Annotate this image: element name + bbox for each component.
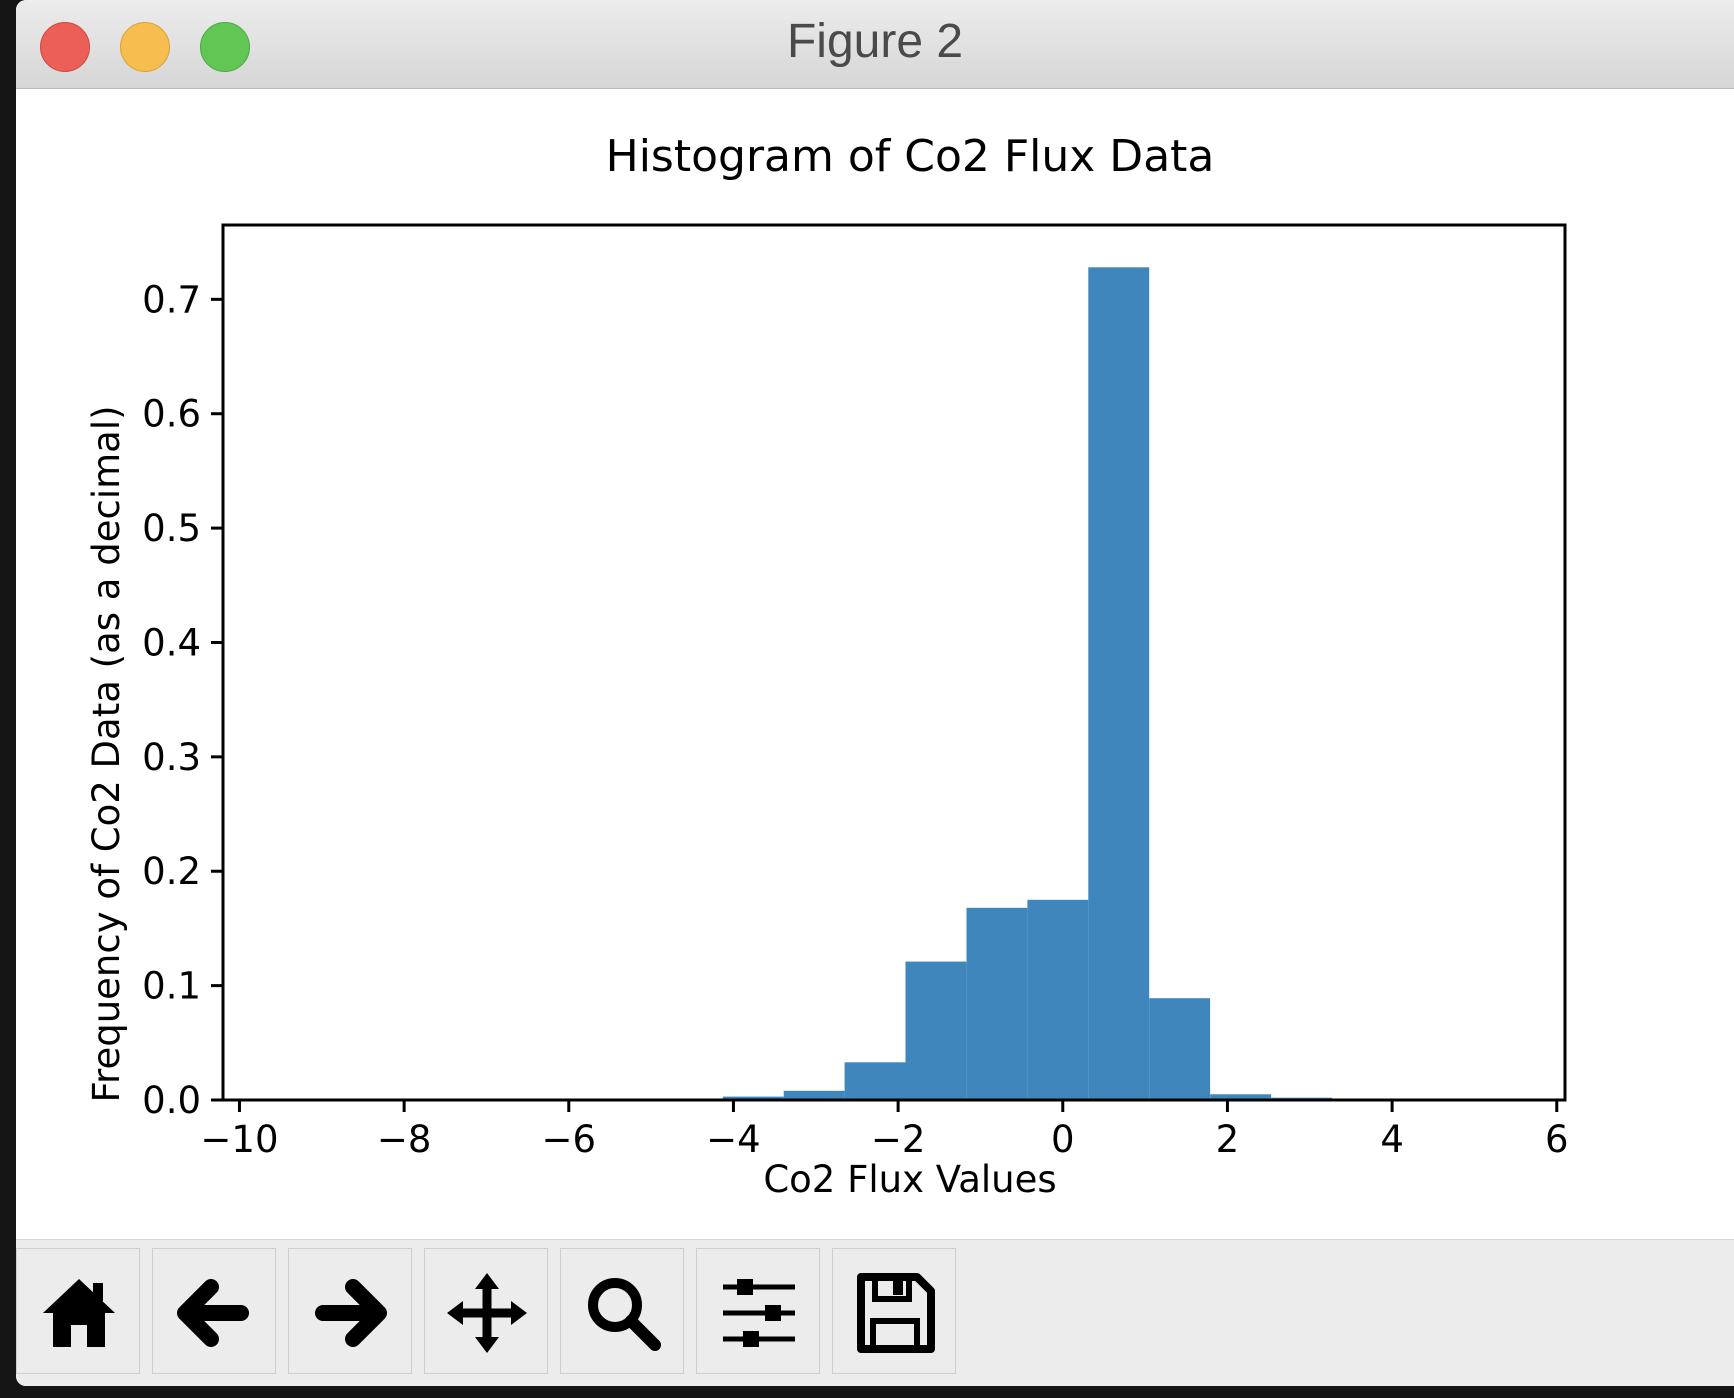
y-tick-label: 0.3 xyxy=(142,736,201,779)
x-tick-label: −2 xyxy=(871,1118,926,1161)
zoom-magnifier-icon xyxy=(588,1278,661,1351)
forward-button[interactable] xyxy=(288,1248,412,1374)
save-button[interactable] xyxy=(832,1248,956,1374)
figure-canvas[interactable]: Histogram of Co2 Flux Data Co2 Flux Valu… xyxy=(16,89,1734,1239)
forward-arrow-icon xyxy=(315,1279,387,1347)
y-tick-label: 0.4 xyxy=(142,621,201,664)
histogram-bar xyxy=(966,907,1028,1100)
configure-subplots-button[interactable] xyxy=(696,1248,820,1374)
home-button[interactable] xyxy=(16,1248,140,1374)
histogram-bar xyxy=(1149,998,1211,1100)
histogram-chart: Histogram of Co2 Flux Data Co2 Flux Valu… xyxy=(85,131,1569,1201)
y-axis-label: Frequency of Co2 Data (as a decimal) xyxy=(85,405,128,1102)
y-tick-label: 0.2 xyxy=(142,850,201,893)
histogram-bar xyxy=(905,961,967,1100)
x-tick-label: −6 xyxy=(542,1118,597,1161)
histogram-bars xyxy=(540,267,1332,1100)
y-tick-label: 0.6 xyxy=(142,393,201,436)
histogram-bar xyxy=(1027,899,1089,1100)
zoom-button[interactable] xyxy=(560,1248,684,1374)
x-tick-label: −10 xyxy=(200,1118,278,1161)
x-tick-label: −8 xyxy=(377,1118,432,1161)
home-icon xyxy=(43,1279,115,1347)
chart-title: Histogram of Co2 Flux Data xyxy=(606,131,1215,182)
figure-window: Figure 2 Histogram of Co2 Flux Data Co2 … xyxy=(16,0,1734,1386)
y-tick-label: 0.1 xyxy=(142,965,201,1008)
minimize-window-button[interactable] xyxy=(120,22,170,72)
x-tick-label: 0 xyxy=(1051,1118,1075,1161)
pan-button[interactable] xyxy=(424,1248,548,1374)
histogram-bar xyxy=(1210,1094,1272,1100)
histogram-bar xyxy=(722,1096,784,1100)
y-tick-label: 0.5 xyxy=(142,507,201,550)
histogram-bar xyxy=(844,1062,906,1100)
close-window-button[interactable] xyxy=(40,22,90,72)
back-button[interactable] xyxy=(152,1248,276,1374)
navigation-toolbar xyxy=(16,1239,1734,1386)
x-tick-label: 4 xyxy=(1380,1118,1404,1161)
x-tick-label: 6 xyxy=(1545,1118,1569,1161)
pan-move-icon xyxy=(447,1273,527,1353)
title-bar[interactable]: Figure 2 xyxy=(16,0,1734,89)
zoom-window-button[interactable] xyxy=(200,22,250,72)
axes: −10 −8 −6 −4 −2 0 2 4 6 0.0 0.1 0.2 0.3 0.4 0.5 0.6 0.7 xyxy=(142,223,1569,1161)
x-tick-label: 2 xyxy=(1216,1118,1240,1161)
x-axis-label: Co2 Flux Values xyxy=(763,1158,1056,1201)
save-floppy-icon xyxy=(857,1273,935,1353)
y-tick-label: 0.0 xyxy=(142,1079,201,1122)
plot-frame xyxy=(221,223,1567,1102)
y-tick-label: 0.7 xyxy=(142,278,201,321)
configure-subplots-icon xyxy=(723,1279,795,1347)
back-arrow-icon xyxy=(177,1279,249,1347)
histogram-bar xyxy=(1088,267,1150,1100)
window-title: Figure 2 xyxy=(786,15,964,68)
histogram-bar xyxy=(783,1090,845,1100)
x-tick-label: −4 xyxy=(706,1118,761,1161)
